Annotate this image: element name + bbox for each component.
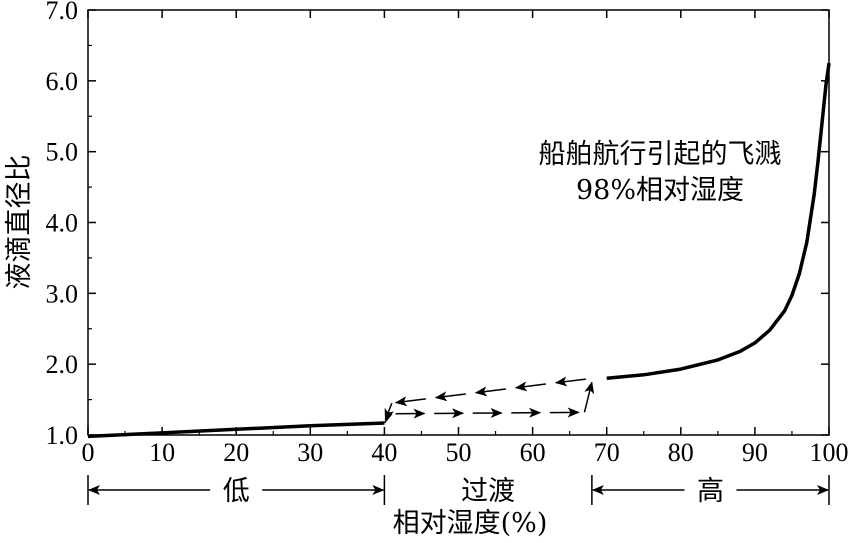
y-tick-label: 4.0 — [46, 209, 79, 238]
series-line-low — [87, 421, 385, 439]
humidity-regions: 低 过渡 高 — [87, 475, 830, 507]
series-line-high — [606, 62, 831, 381]
y-tick-label: 5.0 — [46, 138, 79, 167]
x-tick-label: 30 — [297, 438, 323, 467]
x-tick-label: 40 — [371, 438, 397, 467]
annotation-line-1: 船舶航行引起的飞溅 — [539, 139, 782, 170]
x-tick-label: 80 — [668, 438, 694, 467]
plot-frame — [87, 9, 830, 436]
y-tick-label: 7.0 — [46, 0, 79, 25]
series-layer — [87, 62, 831, 439]
hysteresis-upper-arrow — [434, 391, 466, 402]
x-tick-label: 100 — [810, 438, 849, 467]
y-tick-label: 3.0 — [46, 279, 79, 308]
x-tick-label: 0 — [82, 438, 95, 467]
x-tick-label: 50 — [446, 438, 472, 467]
x-tick-label: 90 — [742, 438, 768, 467]
region-label: 过渡 — [461, 476, 515, 507]
y-axis-ticks: 1.0 2.0 3.0 4.0 5.0 6.0 7.0 — [46, 0, 829, 450]
x-tick-label: 60 — [520, 438, 546, 467]
x-axis-title: 相对湿度(%) — [393, 508, 548, 539]
hysteresis-upper-arrow — [394, 396, 426, 407]
y-axis-title: 液滴直径比 — [4, 155, 35, 290]
annotation-line-2: 98%相对湿度 — [576, 175, 744, 206]
y-tick-label: 6.0 — [46, 67, 79, 96]
y-tick-label: 1.0 — [46, 421, 79, 450]
y-tick-label: 2.0 — [46, 350, 79, 379]
hysteresis-upper-arrow — [514, 381, 546, 392]
x-tick-label: 10 — [149, 438, 175, 467]
hysteresis-jump-up — [583, 381, 595, 413]
hysteresis-upper-arrow — [474, 386, 506, 397]
x-axis-ticks: 0 10 20 30 40 50 60 70 80 90 100 — [82, 10, 849, 467]
x-tick-label: 20 — [223, 438, 249, 467]
x-tick-label: 70 — [594, 438, 620, 467]
region-label: 高 — [697, 476, 724, 507]
hysteresis-upper-arrow — [554, 376, 586, 387]
region-label: 低 — [223, 476, 250, 507]
hysteresis-layer — [383, 376, 595, 424]
hysteresis-drop-down — [384, 402, 394, 421]
